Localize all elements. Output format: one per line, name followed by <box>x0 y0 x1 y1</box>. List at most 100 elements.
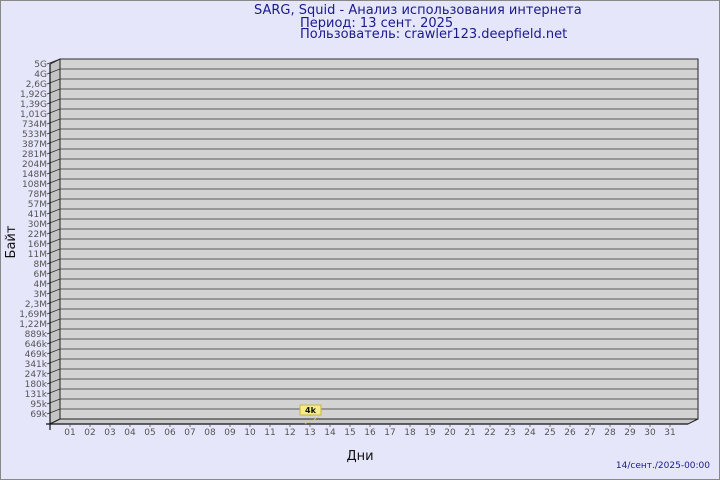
x-tick-label: 16 <box>364 428 376 438</box>
x-tick-label: 11 <box>264 428 275 438</box>
y-tick-label: 341k <box>25 360 48 370</box>
y-tick-label: 533M <box>22 130 47 140</box>
x-tick-label: 04 <box>124 428 136 438</box>
x-tick-label: 22 <box>484 428 495 438</box>
x-tick-label: 01 <box>64 428 75 438</box>
y-tick-label: 2,6G <box>26 80 47 90</box>
y-tick-label: 148M <box>22 170 47 180</box>
y-tick-mark <box>46 248 61 255</box>
y-tick-mark <box>46 288 61 295</box>
x-tick-label: 09 <box>224 428 236 438</box>
y-tick-label: 3M <box>34 290 48 300</box>
y-tick-mark <box>46 188 61 195</box>
y-tick-label: 4G <box>34 70 47 80</box>
y-tick-label: 646k <box>25 340 48 350</box>
y-tick-mark <box>46 318 61 325</box>
x-tick-label: 13 <box>304 428 315 438</box>
y-tick-mark <box>46 168 61 175</box>
x-tick-label: 25 <box>544 428 555 438</box>
x-tick-label: 31 <box>664 428 675 438</box>
chart-period: Период: 13 сент. 2025 <box>300 16 454 31</box>
x-tick-label: 23 <box>504 428 515 438</box>
y-tick-label: 22M <box>28 230 47 240</box>
y-tick-label: 387M <box>22 140 47 150</box>
x-tick-label: 27 <box>584 428 595 438</box>
y-tick-label: 95k <box>30 400 47 410</box>
y-tick-mark <box>46 348 61 355</box>
y-tick-label: 1,22M <box>19 320 47 330</box>
y-tick-label: 78M <box>28 190 47 200</box>
x-tick-label: 24 <box>524 428 536 438</box>
y-tick-mark <box>46 298 61 305</box>
y-tick-label: 30M <box>28 220 47 230</box>
y-tick-label: 247k <box>25 370 48 380</box>
x-tick-label: 17 <box>384 428 395 438</box>
y-axis-label: Байт <box>4 225 19 258</box>
y-tick-label: 4M <box>34 280 48 290</box>
y-tick-mark <box>46 218 61 225</box>
x-tick-label: 10 <box>244 428 256 438</box>
y-tick-mark <box>46 258 61 265</box>
x-tick-label: 06 <box>164 428 176 438</box>
y-tick-label: 1,69M <box>19 310 47 320</box>
y-tick-label: 1,92G <box>20 90 47 100</box>
y-tick-mark <box>46 88 61 95</box>
x-tick-label: 28 <box>604 428 616 438</box>
y-tick-label: 204M <box>22 160 47 170</box>
y-tick-label: 8M <box>34 260 48 270</box>
x-tick-label: 19 <box>424 428 436 438</box>
x-axis-label: Дни <box>346 449 373 464</box>
y-tick-label: 469k <box>25 350 48 360</box>
x-tick-label: 08 <box>204 428 216 438</box>
chart-title: SARG, Squid - Анализ использования интер… <box>254 3 582 18</box>
y-tick-label: 16M <box>28 240 47 250</box>
plot-floor <box>49 418 699 425</box>
chart-user: Пользователь: crawler123.deepfield.net <box>300 27 568 42</box>
y-tick-label: 889k <box>25 330 48 340</box>
x-tick-label: 30 <box>644 428 656 438</box>
x-tick-label: 29 <box>624 428 636 438</box>
y-tick-label: 180k <box>25 380 48 390</box>
y-tick-mark <box>46 198 61 205</box>
y-tick-label: 1,39G <box>20 100 47 110</box>
x-tick-label: 07 <box>184 428 195 438</box>
x-tick-label: 03 <box>104 428 115 438</box>
y-tick-mark <box>46 118 61 125</box>
y-tick-mark <box>46 178 61 185</box>
y-tick-mark <box>46 388 61 395</box>
x-tick-label: 15 <box>344 428 355 438</box>
y-tick-mark <box>46 268 61 275</box>
y-tick-mark <box>46 408 61 415</box>
y-tick-mark <box>46 68 61 75</box>
y-tick-mark <box>46 378 61 385</box>
y-tick-mark <box>46 98 61 105</box>
y-tick-mark <box>46 358 61 365</box>
y-tick-label: 6M <box>34 270 48 280</box>
y-tick-label: 69k <box>30 410 47 420</box>
y-tick-mark <box>46 338 61 345</box>
y-tick-label: 41M <box>28 210 47 220</box>
y-tick-mark <box>46 148 61 155</box>
y-tick-mark <box>46 158 61 165</box>
x-tick-label: 20 <box>444 428 456 438</box>
y-tick-mark <box>46 208 61 215</box>
bar-day-13 <box>304 416 320 425</box>
x-tick-label: 02 <box>84 428 95 438</box>
generated-timestamp: 14/сент./2025-00:00 <box>615 461 710 471</box>
y-tick-label: 2,3M <box>25 300 47 310</box>
y-tick-mark <box>46 238 61 245</box>
x-tick-label: 26 <box>564 428 576 438</box>
y-tick-mark <box>46 128 61 135</box>
data-label: 4k <box>305 406 317 415</box>
y-tick-mark <box>46 228 61 235</box>
y-tick-label: 11M <box>28 250 47 260</box>
y-tick-mark <box>46 138 61 145</box>
y-tick-mark <box>46 398 61 405</box>
y-tick-mark <box>46 308 61 315</box>
y-tick-label: 131k <box>25 390 48 400</box>
x-tick-label: 21 <box>464 428 475 438</box>
y-tick-mark <box>46 368 61 375</box>
y-tick-label: 5G <box>34 60 47 70</box>
y-tick-mark <box>46 108 61 115</box>
